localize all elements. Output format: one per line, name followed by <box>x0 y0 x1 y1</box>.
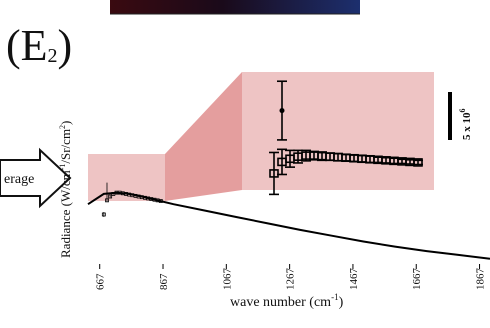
x-tick-label: 1667 <box>411 268 423 291</box>
y-axis-title: Radiance (W/cm-1/Sr/cm2) <box>58 121 73 258</box>
zoom-connector <box>165 72 242 201</box>
x-tick-label: 1267 <box>285 268 297 291</box>
arrow-label: erage <box>4 172 34 187</box>
x-tick-label: 867 <box>158 273 170 290</box>
inset-data-point <box>277 148 287 176</box>
x-tick-label: 1067 <box>221 268 233 291</box>
main-error-point <box>101 212 106 217</box>
inset-outlier-point <box>277 80 287 141</box>
main-error-point <box>105 198 109 203</box>
arrow-shape <box>0 147 72 209</box>
x-tick-label: 667 <box>95 273 107 290</box>
main-curve <box>87 191 490 260</box>
top-colormap-strip <box>110 0 360 14</box>
x-tick-label: 1867 <box>475 268 487 291</box>
inset-points <box>269 80 423 196</box>
panel-label: (E2) <box>6 21 72 70</box>
scale-bar-label: 5 x 106 <box>458 109 473 141</box>
inset-data-point <box>413 158 423 167</box>
x-axis-ticks: 667 867 1067 1267 1467 1667 1867 <box>95 264 487 290</box>
x-tick-label: 1467 <box>348 268 360 291</box>
main-error-point <box>158 199 163 203</box>
panel-label-subscript: 2 <box>48 45 58 67</box>
inset-data-point <box>301 149 311 162</box>
main-error-points <box>101 182 163 217</box>
x-axis-title: wave number (cm-1) <box>230 292 344 310</box>
inset-data-point <box>269 151 279 196</box>
radiance-line <box>87 191 490 260</box>
main-error-point <box>108 194 113 199</box>
